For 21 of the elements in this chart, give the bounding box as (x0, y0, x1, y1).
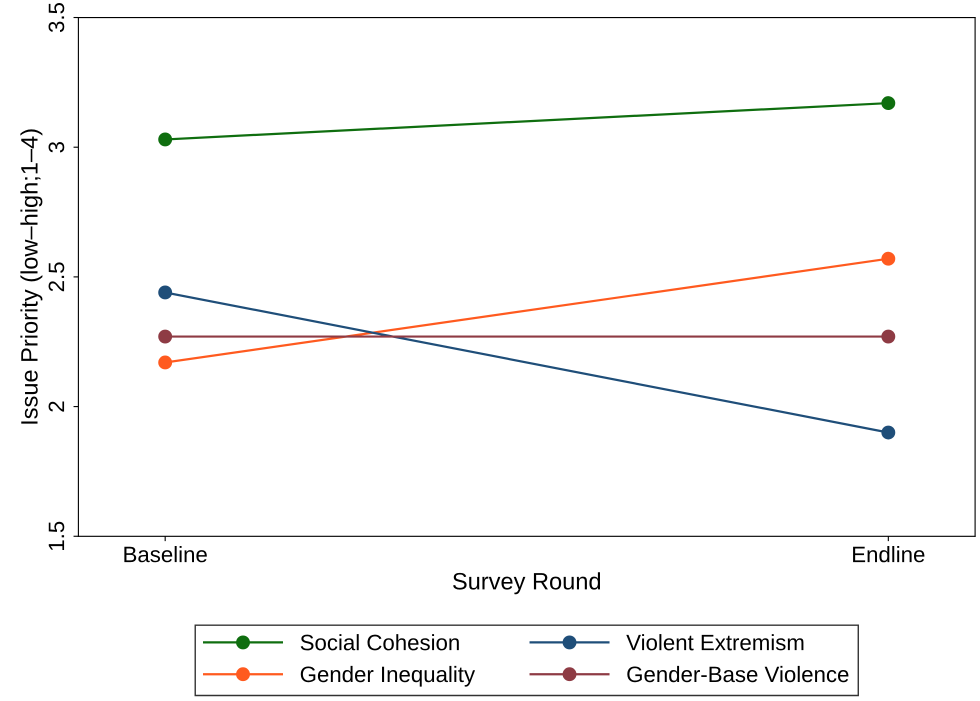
x-axis-title: Survey Round (453, 572, 600, 594)
y-tick-label: 2.5 (48, 262, 64, 292)
legend-label: Gender Inequality (300, 666, 476, 687)
point (881, 330, 896, 344)
y-axis-title: Issue Priority (low–high;1–4) (20, 129, 42, 424)
y-tick-label: 3.5 (48, 3, 64, 32)
point (881, 96, 896, 110)
point (158, 330, 172, 344)
x-tick-label: Baseline (124, 546, 207, 562)
point (158, 286, 172, 300)
y-tick-label: 2 (48, 402, 64, 412)
x-tick-label: Endline (853, 546, 924, 562)
legend-label: Social Cohesion (300, 634, 459, 650)
y-tick-label: 3 (48, 142, 64, 153)
point (158, 356, 172, 370)
legend-label: Gender-Base Violence (627, 666, 848, 682)
point (158, 132, 172, 146)
point (881, 252, 896, 266)
point (881, 426, 896, 440)
legend-label: Violent Extremism (626, 634, 804, 650)
y-tick-label: 1.5 (48, 522, 64, 550)
